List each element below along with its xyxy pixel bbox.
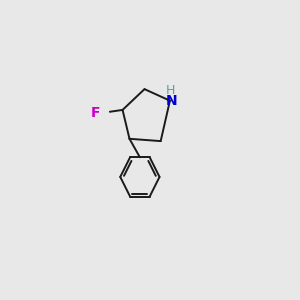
Text: N: N — [166, 94, 178, 108]
Text: F: F — [91, 106, 100, 120]
Text: H: H — [166, 84, 175, 97]
